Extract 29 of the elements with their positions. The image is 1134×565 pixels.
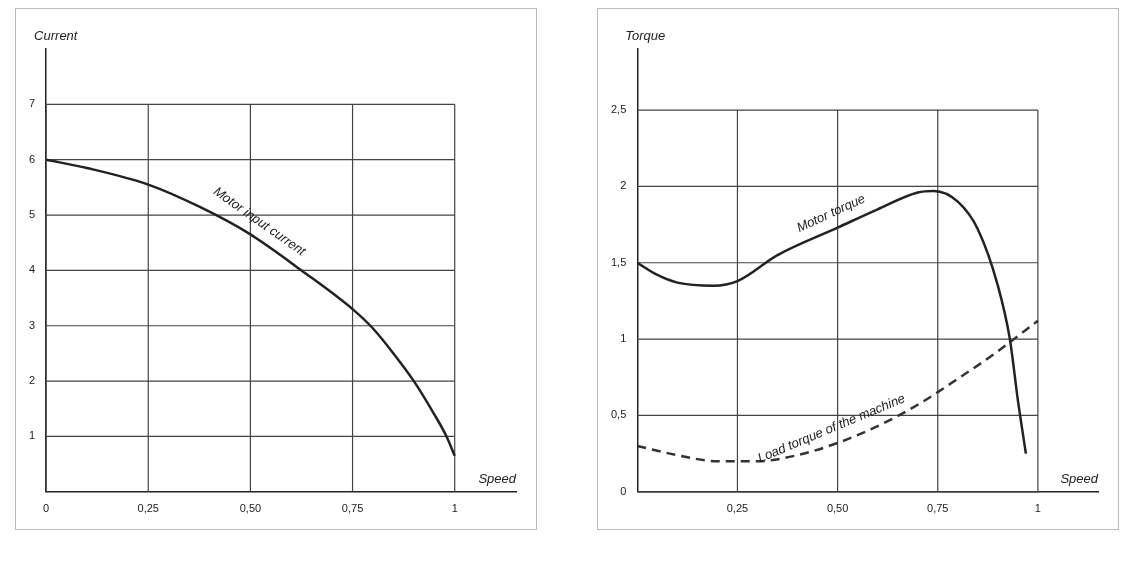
- x-axis-title: Speed: [478, 470, 517, 486]
- x-tick-label: 1: [451, 502, 458, 515]
- y-tick-label: 2,5: [610, 103, 627, 116]
- x-tick-label: 0: [43, 502, 50, 515]
- line-series: [46, 158, 456, 458]
- x-tick-label: 0,75: [927, 502, 949, 515]
- y-tick-label: 1: [620, 332, 627, 345]
- x-axis-title: Speed: [1060, 470, 1099, 486]
- x-tick-label: 1: [1034, 502, 1041, 515]
- y-tick-label: 0: [620, 484, 627, 497]
- y-tick-label: 1: [28, 429, 36, 442]
- y-tick-label: 4: [28, 263, 36, 276]
- x-tick-label: 0,50: [826, 502, 849, 515]
- text: Motor torque: [794, 190, 868, 235]
- x-tick-label: 0,50: [239, 502, 262, 515]
- x-tick-label: 0,25: [137, 502, 159, 515]
- y-axis-title: Torque: [625, 28, 666, 44]
- x-tick-label: 0,75: [341, 502, 364, 515]
- y-tick-label: 6: [28, 152, 36, 165]
- y-tick-label: 7: [28, 97, 36, 110]
- y-tick-label: 2: [620, 179, 627, 192]
- x-tick-label: 0,25: [726, 502, 749, 515]
- y-tick-label: 2: [28, 374, 36, 387]
- y-axis-title: Current: [34, 28, 79, 44]
- y-tick-label: 3: [28, 318, 36, 331]
- y-tick-label: 5: [28, 208, 36, 221]
- y-tick-label: 0,5: [610, 408, 627, 421]
- line-series: [637, 319, 1040, 463]
- y-tick-label: 1,5: [610, 255, 627, 268]
